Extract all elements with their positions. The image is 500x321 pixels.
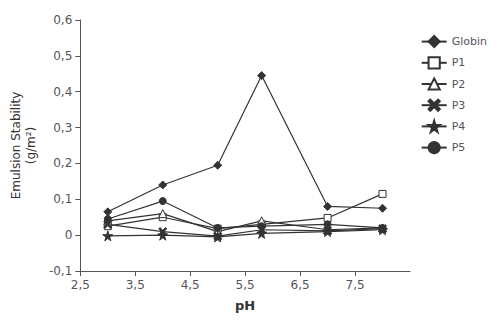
svg-text:2,5: 2,5: [71, 278, 90, 292]
svg-text:0,6: 0,6: [53, 13, 72, 27]
svg-text:0,2: 0,2: [53, 156, 72, 170]
svg-text:P3: P3: [452, 99, 466, 112]
svg-text:0,4: 0,4: [53, 85, 72, 99]
svg-text:0,5: 0,5: [53, 49, 72, 63]
svg-text:3,5: 3,5: [126, 278, 145, 292]
svg-text:0,3: 0,3: [53, 121, 72, 135]
svg-text:P2: P2: [452, 78, 466, 91]
svg-text:6,5: 6,5: [291, 278, 310, 292]
svg-text:pH: pH: [235, 298, 255, 313]
svg-text:7,5: 7,5: [346, 278, 365, 292]
svg-text:-0,1: -0,1: [49, 264, 72, 278]
svg-text:P1: P1: [452, 56, 466, 69]
svg-text:Globin: Globin: [452, 35, 487, 48]
svg-text:5,5: 5,5: [236, 278, 255, 292]
svg-text:0,1: 0,1: [53, 192, 72, 206]
svg-text:4,5: 4,5: [181, 278, 200, 292]
svg-text:P5: P5: [452, 141, 466, 154]
svg-text:(g/m²): (g/m²): [24, 127, 38, 165]
svg-text:P4: P4: [452, 120, 466, 133]
svg-text:0: 0: [65, 228, 73, 242]
svg-text:Emulsion Stability: Emulsion Stability: [9, 92, 23, 200]
